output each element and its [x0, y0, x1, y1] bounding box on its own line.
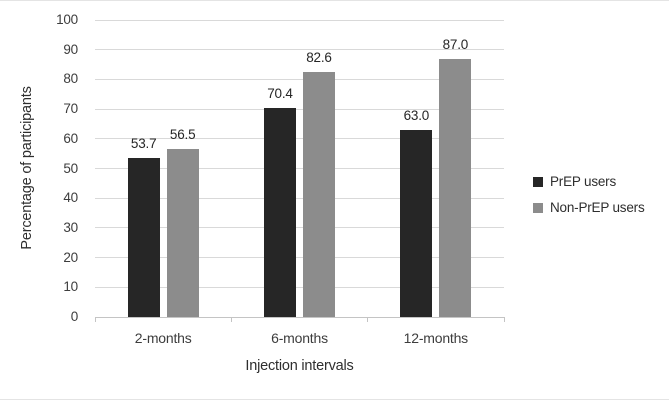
x-axis-tick-mark	[503, 317, 505, 322]
legend: PrEP users Non-PrEP users	[533, 174, 645, 226]
y-tick-label: 0	[70, 309, 79, 324]
gridline	[95, 78, 504, 80]
bar-prep-users-12-months	[400, 129, 433, 317]
x-category-label: 12-months	[403, 330, 469, 346]
gridline	[95, 138, 504, 140]
x-axis-line	[95, 316, 504, 318]
gridline	[95, 49, 504, 51]
gridline	[95, 257, 504, 259]
legend-swatch-non-prep-users	[533, 202, 543, 213]
y-tick-label: 30	[63, 219, 78, 235]
x-category-label: 2-months	[134, 330, 192, 346]
bar-value-label: 63.0	[403, 107, 430, 123]
bar-value-label: 87.0	[442, 36, 469, 52]
y-tick-label: 70	[63, 101, 78, 117]
legend-swatch-prep-users	[533, 176, 543, 187]
y-tick-label: 40	[63, 190, 78, 206]
gridline	[95, 197, 504, 199]
x-axis-tick-mark	[230, 317, 232, 322]
gridline	[95, 19, 504, 21]
legend-item: Non-PrEP users	[533, 200, 645, 215]
x-axis-tick-mark	[94, 317, 96, 322]
gridline	[95, 286, 504, 288]
bar-non-prep-users-2-months	[166, 149, 199, 317]
bar-non-prep-users-6-months	[303, 71, 335, 317]
y-tick-label: 60	[63, 130, 78, 146]
x-axis-tick-mark	[367, 317, 369, 322]
x-category-label: 6-months	[271, 330, 328, 346]
y-tick-label: 10	[63, 279, 78, 295]
y-tick-label: 20	[63, 249, 78, 265]
y-tick-label: 50	[63, 160, 78, 176]
bar-value-label: 53.7	[130, 135, 157, 151]
bar-prep-users-6-months	[264, 107, 296, 317]
bar-value-label: 70.4	[267, 85, 293, 101]
y-tick-label: 100	[56, 12, 78, 27]
gridline	[95, 168, 504, 169]
bar-prep-users-2-months	[127, 157, 160, 317]
y-tick-label: 90	[63, 41, 78, 57]
bar-non-prep-users-12-months	[439, 58, 472, 317]
legend-label: PrEP users	[550, 174, 617, 189]
bar-value-label: 56.5	[169, 127, 196, 143]
legend-label: Non-PrEP users	[550, 200, 645, 215]
y-tick-label: 80	[63, 71, 78, 87]
bar-value-label: 82.6	[306, 49, 332, 65]
gridline	[95, 108, 504, 110]
x-axis-title: Injection intervals	[245, 358, 354, 374]
legend-item: PrEP users	[533, 174, 645, 189]
gridline	[95, 227, 504, 229]
